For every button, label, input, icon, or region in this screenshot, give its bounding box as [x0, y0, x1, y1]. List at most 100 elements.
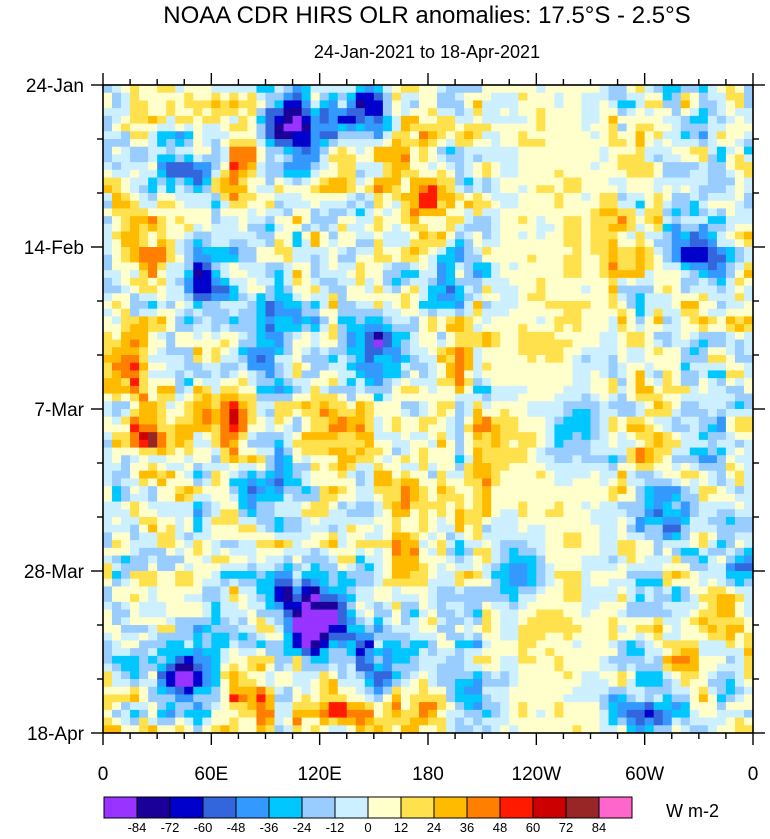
heatmap-cell [599, 609, 610, 618]
heatmap-cell [617, 316, 628, 325]
heatmap-cell [184, 663, 194, 672]
heatmap-cell [301, 247, 312, 256]
heatmap-cell [346, 655, 357, 665]
heatmap-cell [319, 239, 330, 248]
heatmap-cell [563, 92, 574, 102]
heatmap-cell [464, 486, 474, 495]
heatmap-cell [355, 532, 366, 541]
heatmap-cell [590, 85, 601, 94]
heatmap-cell [139, 563, 149, 572]
heatmap-cell [328, 401, 339, 410]
heatmap-cell [554, 239, 565, 248]
heatmap-cell [301, 463, 312, 472]
heatmap-cell [373, 702, 384, 711]
heatmap-cell [491, 393, 501, 402]
heatmap-cell [437, 131, 447, 140]
heatmap-cell [328, 169, 339, 179]
heatmap-cell [373, 648, 384, 657]
heatmap-cell [121, 316, 131, 325]
heatmap-cell [509, 455, 519, 464]
heatmap-cell [409, 578, 420, 588]
heatmap-cell [446, 455, 456, 464]
heatmap-cell [491, 517, 501, 526]
heatmap-cell [103, 223, 113, 233]
heatmap-cell [184, 694, 194, 703]
heatmap-cell [635, 223, 646, 233]
heatmap-cell [527, 115, 537, 125]
heatmap-cell [563, 162, 574, 171]
heatmap-cell [391, 632, 402, 642]
heatmap-cell [238, 493, 249, 503]
heatmap-cell [572, 463, 583, 472]
heatmap-cell [193, 694, 203, 703]
heatmap-cell [500, 586, 510, 595]
heatmap-cell [139, 416, 149, 426]
heatmap-cell [238, 478, 249, 487]
heatmap-cell [166, 347, 176, 356]
heatmap-cell [500, 393, 510, 402]
heatmap-cell [554, 177, 565, 186]
heatmap-cell [364, 702, 375, 711]
heatmap-cell [184, 547, 194, 557]
heatmap-cell [112, 301, 122, 310]
heatmap-cell [635, 115, 646, 125]
heatmap-cell [364, 100, 375, 109]
heatmap-cell [473, 277, 483, 287]
heatmap-cell [373, 586, 384, 595]
heatmap-cell [482, 416, 492, 426]
heatmap-cell [482, 355, 492, 364]
heatmap-cell [121, 686, 131, 696]
heatmap-cell [545, 331, 555, 341]
heatmap-cell [346, 370, 357, 379]
heatmap-cell [184, 316, 194, 325]
heatmap-cell [283, 424, 294, 433]
heatmap-cell [103, 470, 113, 480]
heatmap-cell [509, 223, 519, 233]
heatmap-cell [626, 108, 637, 117]
heatmap-cell [473, 601, 483, 611]
heatmap-cell [337, 640, 348, 649]
heatmap-cell [473, 139, 483, 148]
heatmap-cell [301, 200, 312, 210]
heatmap-cell [112, 362, 122, 372]
heatmap-cell [283, 85, 294, 94]
heatmap-cell [373, 540, 384, 549]
heatmap-cell [346, 270, 357, 279]
heatmap-cell [482, 316, 492, 325]
heatmap-cell [202, 393, 212, 402]
heatmap-cell [211, 324, 221, 333]
heatmap-cell [193, 424, 203, 433]
heatmap-cell [373, 463, 384, 472]
heatmap-cell [391, 663, 402, 672]
heatmap-cell [292, 470, 303, 480]
heatmap-cell [148, 578, 158, 588]
heatmap-cell [112, 648, 122, 657]
heatmap-cell [364, 154, 375, 163]
heatmap-cell [247, 470, 258, 480]
heatmap-cell [527, 262, 537, 271]
heatmap-cell [229, 247, 240, 256]
heatmap-cell [473, 571, 483, 580]
heatmap-cell [536, 463, 546, 472]
heatmap-cell [193, 92, 203, 102]
heatmap-cell [265, 509, 276, 518]
heatmap-cell [617, 517, 628, 526]
heatmap-cell [455, 339, 465, 348]
heatmap-cell [175, 277, 185, 287]
heatmap-cell [563, 532, 574, 541]
heatmap-cell [310, 293, 321, 302]
heatmap-cell [500, 686, 510, 696]
heatmap-cell [382, 563, 393, 572]
heatmap-cell [518, 509, 528, 518]
heatmap-cell [400, 547, 411, 557]
heatmap-cell [400, 378, 411, 387]
heatmap-cell [319, 532, 330, 541]
heatmap-cell [121, 470, 131, 480]
heatmap-cell [581, 347, 592, 356]
heatmap-cell [355, 416, 366, 426]
heatmap-cell [202, 470, 212, 480]
heatmap-cell [121, 123, 131, 132]
heatmap-cell [473, 301, 483, 310]
heatmap-cell [175, 247, 185, 256]
heatmap-cell [112, 432, 122, 441]
